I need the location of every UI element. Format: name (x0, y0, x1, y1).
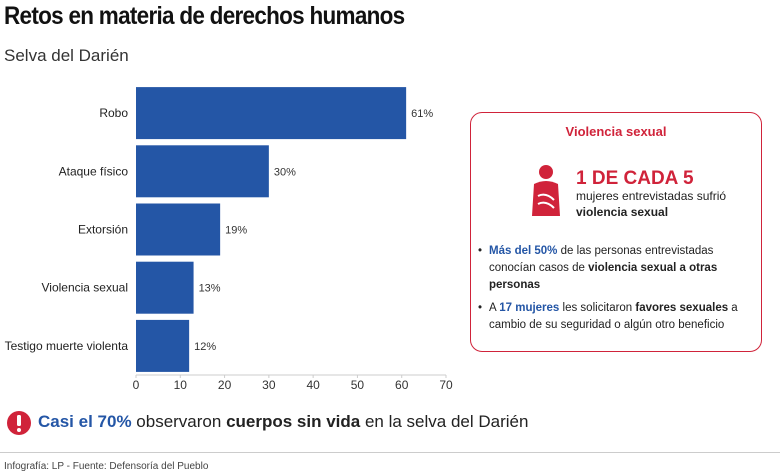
bar (136, 203, 221, 256)
value-label: 13% (199, 283, 221, 295)
y-tick-label: Testigo muerte violenta (5, 339, 129, 353)
chart-title: Retos en materia de derechos humanos (4, 2, 405, 30)
source: Infografía: LP - Fuente: Defensoría del … (4, 461, 209, 472)
chart-subtitle: Selva del Darién (4, 46, 129, 65)
y-tick-label: Violencia sexual (41, 281, 128, 295)
callout-text: cuerpos sin vida (226, 412, 361, 431)
bullet: A 17 mujeres les solicitaron favores sex… (478, 300, 752, 334)
x-tick-label: 20 (218, 378, 232, 392)
x-tick-label: 50 (351, 378, 365, 392)
x-tick-label: 10 (174, 378, 188, 392)
panel-title: Violencia sexual (565, 124, 667, 139)
y-tick-label: Ataque físico (59, 164, 129, 178)
bar (136, 261, 194, 314)
bullet-text: les solicitaron (559, 302, 636, 314)
panel-text: violencia sexual (576, 205, 669, 219)
bullet-text: a cambio de su seguridad o algún otro be… (489, 302, 738, 331)
bar (136, 87, 407, 140)
bullet-text: A (489, 302, 500, 314)
callout-text: observaron (131, 412, 227, 431)
callout: Casi el 70% observaron cuerpos sin vida … (38, 412, 528, 432)
x-tick-label: 60 (395, 378, 409, 392)
callout-text: en la selva del Darién (360, 412, 529, 431)
panel-text: mujeres entrevistadas sufrió (576, 189, 727, 203)
bullet-text: favores sexuales (635, 302, 729, 314)
value-label: 19% (225, 225, 247, 237)
woman-icon (532, 165, 560, 216)
bullet-text: Más del 50% (489, 245, 558, 257)
bullet-text: 17 mujeres (499, 302, 560, 314)
chart: 0 10 20 30 40 50 60 70 Robo 61% Ataque físico 30% Ex… (5, 87, 453, 392)
value-label: 12% (194, 341, 216, 353)
bullet-text: de las personas entrevistadas conocían c… (489, 245, 714, 274)
bar (136, 319, 190, 372)
separator (0, 452, 780, 453)
callout-text: Casi el 70% (38, 412, 132, 431)
panel-headline: 1 DE CADA 5 (576, 168, 694, 189)
x-tick-label: 0 (133, 378, 140, 392)
x-tick-label: 40 (306, 378, 320, 392)
x-tick-label: 70 (439, 378, 453, 392)
bullet-text: violencia sexual a otras personas (489, 262, 718, 291)
value-label: 30% (274, 166, 296, 178)
alert-icon (7, 411, 31, 435)
y-tick-label: Robo (99, 106, 128, 120)
bullet: Más del 50% de las personas entrevistada… (478, 243, 752, 294)
info-panel (470, 112, 762, 352)
y-tick-label: Extorsión (78, 223, 128, 237)
value-label: 61% (411, 108, 433, 120)
x-tick-label: 30 (262, 378, 276, 392)
bar (136, 145, 269, 198)
